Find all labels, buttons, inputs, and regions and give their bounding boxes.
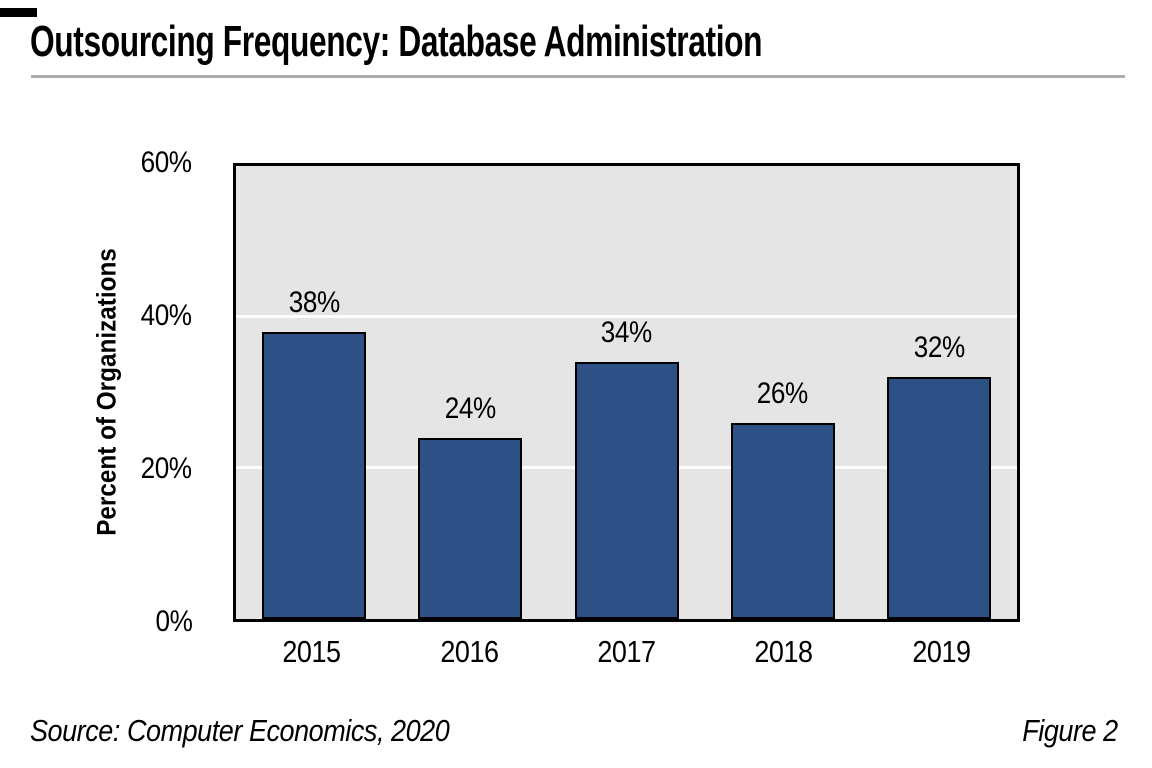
bars-container: 38% 24% 34% 26% 32%: [236, 166, 1017, 619]
bar-2017: [574, 362, 679, 619]
bar-value-label-text: 32%: [913, 331, 965, 365]
source-note: Source: Computer Economics, 2020: [30, 712, 512, 750]
bar-value-label: 38%: [285, 286, 344, 320]
bar-value-label: 34%: [597, 316, 656, 350]
x-tick-label-text: 2019: [912, 634, 971, 669]
y-tick-label-20: 20%: [60, 451, 192, 487]
x-tick-label-2017: 2017: [548, 634, 705, 670]
chart-title: Outsourcing Frequency: Database Administ…: [30, 18, 1047, 66]
y-axis-tick-labels: 0% 20% 40% 60%: [60, 146, 192, 638]
y-tick-label-text: 20%: [141, 451, 192, 485]
bar-value-label-text: 24%: [444, 391, 496, 425]
plot-area: 38% 24% 34% 26% 32%: [233, 163, 1020, 622]
figure-label: Figure 2: [1008, 712, 1119, 750]
bar-2019: [886, 377, 991, 619]
bar-slot-2018: 26%: [705, 166, 861, 619]
x-tick-label-2016: 2016: [390, 634, 547, 670]
bar-value-label: 24%: [441, 392, 500, 426]
x-tick-label-text: 2017: [597, 634, 656, 669]
x-axis-labels: 2015 2016 2017 2018 2019: [233, 634, 1020, 670]
y-tick-label-40: 40%: [60, 298, 192, 334]
bar-value-label: 32%: [910, 331, 969, 365]
bar-2015: [262, 332, 367, 619]
x-tick-label-2015: 2015: [233, 634, 390, 670]
y-tick-label-text: 60%: [141, 146, 192, 179]
x-tick-label-text: 2018: [754, 634, 814, 669]
x-tick-label-2019: 2019: [863, 634, 1020, 670]
bar-value-label-text: 38%: [288, 286, 340, 320]
chart-title-text: Outsourcing Frequency: Database Administ…: [30, 17, 763, 66]
bar-slot-2015: 38%: [236, 166, 392, 619]
bar-2018: [730, 422, 835, 619]
bar-slot-2017: 34%: [548, 166, 704, 619]
figure-label-text: Figure 2: [1022, 713, 1119, 748]
bar-value-label: 26%: [753, 377, 812, 411]
bar-slot-2016: 24%: [392, 166, 548, 619]
source-note-text: Source: Computer Economics, 2020: [30, 713, 450, 748]
bar-2016: [418, 437, 523, 619]
y-tick-label-60: 60%: [60, 145, 192, 181]
title-underline: [31, 75, 1125, 78]
y-tick-label-0: 0%: [60, 604, 192, 640]
gridline-40: [236, 315, 1017, 319]
bar-value-label-text: 26%: [757, 376, 809, 410]
top-left-mark: [0, 8, 37, 17]
y-tick-label-text: 40%: [141, 298, 192, 332]
x-tick-label-text: 2016: [439, 634, 499, 669]
bar-value-label-text: 34%: [601, 316, 652, 350]
x-tick-label-2018: 2018: [705, 634, 862, 670]
bar-slot-2019: 32%: [861, 166, 1017, 619]
y-tick-label-text: 0%: [155, 605, 192, 638]
x-tick-label-text: 2015: [282, 634, 342, 669]
